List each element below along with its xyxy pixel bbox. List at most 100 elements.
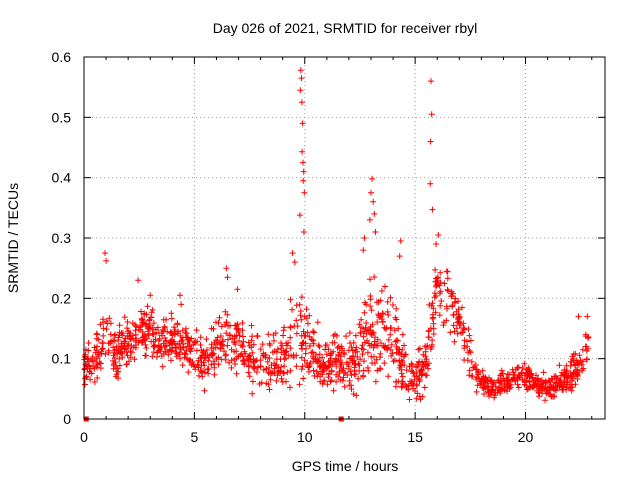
x-axis-label: GPS time / hours — [292, 458, 399, 474]
data-point — [208, 361, 215, 368]
data-point — [579, 346, 586, 353]
data-point — [536, 393, 542, 400]
axis-ticks: 0 0.1 0.2 0.3 0.4 0.5 0.6 0 5 10 15 20 — [52, 49, 605, 445]
data-point — [417, 396, 424, 403]
data-point — [170, 338, 177, 345]
data-point — [421, 384, 428, 391]
data-point — [102, 351, 109, 358]
data-point — [572, 381, 579, 388]
data-point — [293, 317, 300, 324]
y-tick-label: 0.1 — [52, 351, 72, 367]
data-point — [201, 369, 208, 376]
data-point — [82, 375, 88, 382]
data-point — [107, 331, 114, 338]
data-point — [573, 357, 580, 364]
data-point — [273, 356, 280, 363]
data-point — [124, 352, 131, 359]
data-point — [85, 340, 92, 346]
data-point — [211, 339, 218, 346]
data-point — [556, 362, 563, 369]
data-point — [297, 87, 304, 94]
data-point — [300, 168, 307, 175]
data-point — [99, 346, 105, 353]
data-point — [301, 189, 308, 196]
data-point — [363, 320, 370, 326]
data-point — [299, 148, 306, 155]
data-point — [285, 339, 292, 346]
data-point — [333, 363, 340, 370]
data-point — [197, 368, 204, 374]
x-tick-label: 5 — [190, 429, 198, 445]
data-point — [298, 99, 305, 106]
data-point — [570, 375, 576, 382]
data-point — [157, 348, 164, 355]
data-point — [409, 361, 416, 368]
y-tick-label: 0 — [63, 411, 71, 427]
chart-title: Day 026 of 2021, SRMTID for receiver rby… — [213, 20, 478, 36]
data-point — [540, 369, 547, 376]
data-point — [356, 321, 363, 328]
data-point — [363, 330, 370, 337]
data-point — [512, 378, 518, 385]
data-point — [142, 341, 149, 348]
data-point — [352, 361, 359, 368]
data-point — [522, 369, 529, 376]
data-point — [111, 347, 118, 354]
data-point — [454, 330, 461, 337]
data-point — [557, 372, 564, 379]
data-point — [256, 381, 263, 387]
data-point — [533, 382, 540, 389]
data-point — [168, 330, 175, 337]
data-point — [129, 335, 136, 342]
data-point — [293, 330, 300, 337]
data-point — [464, 357, 471, 364]
data-point — [116, 362, 123, 369]
data-point — [388, 324, 395, 331]
data-point — [300, 229, 307, 235]
data-point — [337, 359, 344, 366]
data-point — [155, 330, 162, 336]
data-point — [373, 299, 380, 306]
data-point — [430, 320, 437, 327]
data-point — [466, 332, 473, 339]
data-point — [159, 326, 166, 333]
data-point — [544, 386, 551, 393]
data-point — [468, 358, 475, 365]
data-point — [437, 279, 444, 286]
data-point — [248, 337, 255, 344]
data-point — [413, 395, 420, 402]
data-point — [213, 356, 220, 362]
data-point — [398, 370, 405, 377]
data-point — [226, 359, 233, 366]
data-point — [123, 349, 130, 356]
data-point — [281, 363, 288, 370]
data-point — [306, 333, 313, 340]
data-point — [116, 332, 123, 339]
data-point — [514, 374, 521, 381]
data-point — [398, 384, 405, 391]
data-point — [171, 324, 178, 331]
data-point — [361, 309, 368, 316]
y-tick-label: 0.2 — [52, 290, 72, 306]
data-point — [124, 342, 131, 349]
data-point — [428, 111, 435, 118]
data-point — [278, 340, 284, 346]
data-point — [265, 331, 272, 338]
x-tick-label: 0 — [80, 429, 88, 445]
data-point — [267, 376, 274, 383]
data-point — [127, 348, 134, 355]
data-point — [399, 359, 406, 365]
data-point — [222, 308, 229, 315]
data-point — [113, 343, 120, 350]
data-point — [450, 311, 457, 318]
data-point — [239, 327, 246, 334]
data-point — [526, 384, 533, 391]
data-point — [459, 304, 465, 311]
data-point — [377, 297, 384, 304]
data-point — [211, 364, 218, 371]
data-point — [519, 365, 526, 372]
data-point — [444, 268, 451, 275]
data-point — [139, 321, 146, 328]
data-point — [504, 371, 511, 378]
data-point — [152, 336, 159, 343]
